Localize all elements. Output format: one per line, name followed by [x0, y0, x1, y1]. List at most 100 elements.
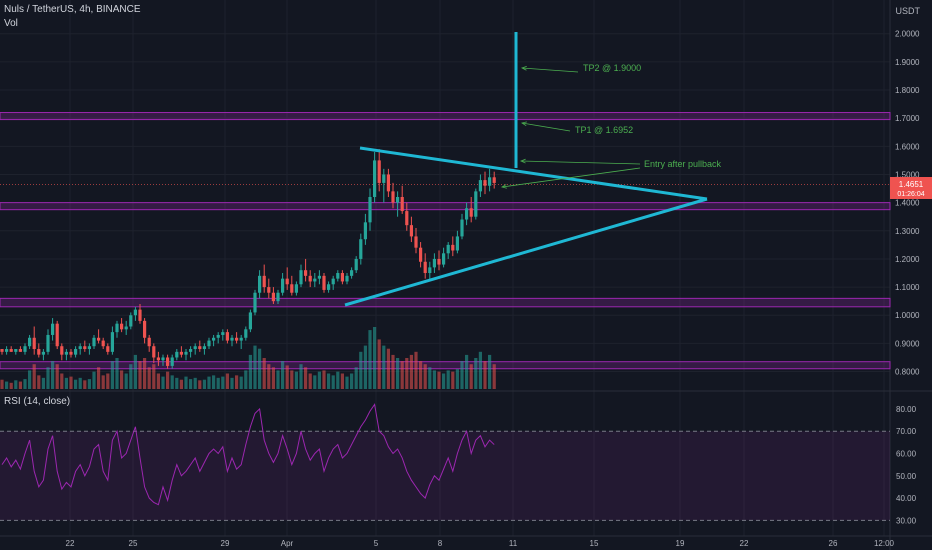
volume-bar [133, 354, 137, 389]
candle-body [161, 357, 165, 361]
rsi-tick-label: 50.00 [896, 472, 917, 481]
candle-body [363, 222, 367, 240]
volume-bar [322, 370, 326, 389]
volume-bar [317, 371, 321, 389]
candle-body [428, 267, 432, 274]
volume-bar [483, 361, 487, 389]
price-tick-label: 1.3000 [895, 227, 920, 236]
volume-bar [419, 361, 423, 389]
candle-body [478, 180, 482, 192]
volume-bar [87, 379, 91, 389]
volume-bar [363, 345, 367, 389]
volume-bar [465, 354, 469, 389]
volume-bar [446, 370, 450, 389]
candle-body [0, 349, 4, 352]
volume-bar [106, 373, 110, 389]
volume-bar [115, 358, 119, 389]
volume-bar [120, 370, 124, 389]
time-tick-label: 11 [509, 539, 518, 548]
trendline-drawings [344, 32, 708, 307]
candle-body [207, 340, 211, 347]
time-tick-label: 22 [740, 539, 749, 548]
candle-body [110, 332, 114, 352]
volume-bar [469, 364, 473, 389]
volume-bar [147, 367, 151, 389]
volume-bar [414, 351, 418, 389]
volume-bar [124, 373, 128, 389]
candle-body [239, 337, 243, 341]
rsi-tick-label: 70.00 [896, 427, 917, 436]
candle-body [258, 275, 262, 293]
candle-body [382, 174, 386, 183]
volume-legend[interactable]: Vol [4, 18, 18, 29]
volume-bar [41, 377, 45, 389]
volume-bar [299, 364, 303, 389]
volume-bar [313, 375, 317, 389]
volume-bars [0, 327, 496, 389]
volume-bar [396, 358, 400, 389]
rsi-tick-label: 40.00 [896, 494, 917, 503]
tp2-arrow-head [520, 66, 527, 71]
candle-body [253, 292, 257, 313]
rsi-legend[interactable]: RSI (14, close) [4, 396, 71, 407]
time-tick-label: 15 [590, 539, 599, 548]
volume-bar [474, 358, 478, 389]
candle-body [483, 180, 487, 186]
candle-body [64, 351, 68, 355]
price-tick-label: 0.9000 [895, 339, 920, 348]
volume-bar [101, 375, 105, 389]
price-tick-label: 2.0000 [895, 30, 920, 39]
tp2-label: TP2 @ 1.9000 [583, 63, 641, 73]
candle-body [225, 332, 229, 341]
volume-bar [290, 370, 294, 389]
candle-body [179, 351, 183, 355]
volume-bar [198, 380, 202, 389]
candle-body [396, 197, 400, 203]
candle-body [189, 349, 193, 352]
volume-bar [14, 380, 18, 389]
volume-bar [492, 364, 496, 389]
volume-bar [478, 351, 482, 389]
candle-body [78, 346, 82, 350]
candle-body [317, 275, 321, 279]
volume-bar [442, 373, 446, 389]
rsi-tick-label: 60.00 [896, 449, 917, 458]
candle-body [55, 323, 59, 347]
candle-body [212, 337, 216, 341]
candle-body [391, 191, 395, 203]
candle-body [267, 287, 271, 293]
rsi-band [0, 431, 890, 521]
volume-bar [9, 382, 13, 389]
candle-body [368, 197, 372, 223]
candle-body [92, 337, 96, 347]
time-tick-label: 8 [438, 539, 443, 548]
candle-body [115, 323, 119, 333]
volume-bar [359, 351, 363, 389]
volume-bar [244, 370, 248, 389]
candle-body [377, 160, 381, 183]
pullback-arrow-head [500, 184, 507, 189]
price-tick-label: 0.8000 [895, 368, 920, 377]
price-tick-label: 1.9000 [895, 58, 920, 67]
candle-body [138, 309, 142, 321]
candle-body [373, 160, 377, 197]
candle-body [202, 346, 206, 350]
candle-body [281, 278, 285, 293]
price-axis[interactable]: 2.0000 1.9000 1.8000 1.7000 1.6000 1.5000 1.40… [895, 30, 920, 377]
volume-bar [350, 373, 354, 389]
symbol-legend[interactable]: Nuls / TetherUS, 4h, BINANCE [4, 4, 141, 15]
time-axis[interactable]: 22 25 29 Apr 5 8 11 15 19 22 26 12:00 [66, 539, 895, 548]
candle-body [331, 278, 335, 285]
volume-bar [405, 358, 409, 389]
volume-bar [221, 376, 225, 389]
candle-body [51, 323, 55, 335]
candle-body [166, 357, 170, 366]
candle-body [156, 357, 160, 361]
candle-body [492, 177, 496, 183]
volume-bar [248, 354, 252, 389]
volume-bar [267, 364, 271, 389]
entry-label: Entry after pullback [644, 159, 722, 169]
volume-bar [460, 361, 464, 389]
candle-body [83, 346, 87, 350]
